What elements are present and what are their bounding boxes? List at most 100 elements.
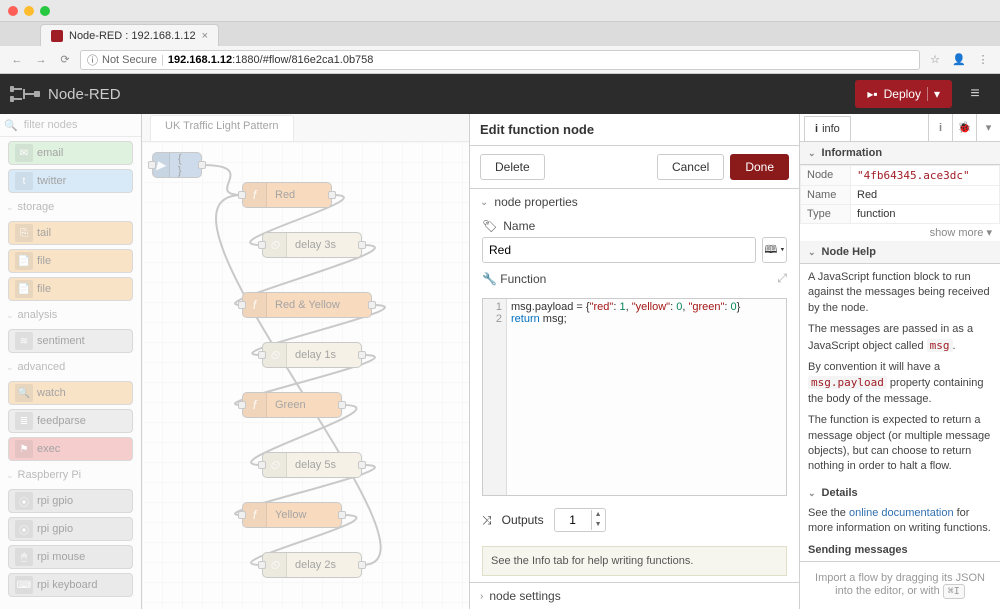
palette-node[interactable]: ✉email [8,141,133,165]
show-more-link[interactable]: show more ▾ [800,224,1000,241]
palette-node[interactable]: 🖱rpi mouse [8,545,133,569]
palette-node[interactable]: 🔍watch [8,381,133,405]
inject-node[interactable]: ▶{ } [152,152,202,178]
output-port[interactable] [358,241,366,249]
palette-category[interactable]: ⌄ Raspberry Pi [0,465,141,485]
edit-tray-title: Edit function node [470,114,799,146]
flow-node[interactable]: fRed [242,182,332,208]
chevron-down-icon: ⌄ [480,197,488,208]
output-port[interactable] [368,301,376,309]
palette-node[interactable]: ≋sentiment [8,329,133,353]
flow-node[interactable]: ⏲delay 5s [262,452,362,478]
flow-node[interactable]: fGreen [242,392,342,418]
info-icon[interactable]: ⓘ [87,52,98,68]
forward-button[interactable]: → [32,54,50,66]
window-min-dot[interactable] [24,6,34,16]
input-port[interactable] [258,461,266,469]
flow-node[interactable]: fYellow [242,502,342,528]
input-port[interactable] [258,351,266,359]
input-port[interactable] [258,241,266,249]
info-i-button[interactable]: i [928,114,952,141]
palette-node[interactable]: ⌨rpi keyboard [8,573,133,597]
input-port[interactable] [238,191,246,199]
info-tab[interactable]: i info [804,116,851,141]
palette-node[interactable]: 📄file [8,277,133,301]
palette-category[interactable]: ⌄ storage [0,197,141,217]
input-port[interactable] [148,161,156,169]
palette-filter[interactable]: 🔍 [0,114,141,137]
input-port[interactable] [238,511,246,519]
palette-node[interactable]: ⚑exec [8,437,133,461]
node-help-section-header[interactable]: ⌄Node Help [800,241,1000,264]
done-button[interactable]: Done [730,154,789,180]
flow-node[interactable]: ⏲delay 2s [262,552,362,578]
expand-icon[interactable]: ⤢ [777,271,787,286]
deploy-button[interactable]: ▸▪ Deploy ▾ [855,80,952,108]
bookmark-button[interactable]: 🕮 ▾ [762,237,787,263]
input-port[interactable] [258,561,266,569]
info-type-value: function [851,205,1000,224]
url-bar[interactable]: ⓘ Not Secure | 192.168.1.12:1880/#flow/8… [80,50,920,70]
flow-tab[interactable]: UK Traffic Light Pattern [150,115,294,141]
node-type-icon: ⏲ [263,233,287,257]
details-header[interactable]: ⌄Details [808,481,992,506]
outputs-label: Outputs [502,513,544,527]
window-max-dot[interactable] [40,6,50,16]
node-properties-header[interactable]: ⌄ node properties [470,189,799,215]
spinner-down[interactable]: ▼ [592,520,605,530]
node-settings-header[interactable]: › node settings [470,582,799,609]
function-editor[interactable]: 12 msg.payload = {"red": 1, "yellow": 0,… [482,298,787,496]
output-port[interactable] [358,351,366,359]
palette-node[interactable]: ttwitter [8,169,133,193]
node-icon: 📄 [15,252,33,270]
function-label: 🔧 Function ⤢ [482,271,787,286]
overflow-icon[interactable]: ⋮ [974,53,992,66]
spinner-up[interactable]: ▲ [592,510,605,520]
node-help-body: A JavaScript function block to run again… [800,264,1000,561]
window-close-dot[interactable] [8,6,18,16]
flow-node[interactable]: ⏲delay 3s [262,232,362,258]
info-name-key: Name [801,186,851,205]
debug-button[interactable]: 🐞 [952,114,976,141]
node-label: rpi gpio [37,495,73,507]
cancel-button[interactable]: Cancel [657,154,724,180]
code-area[interactable]: msg.payload = {"red": 1, "yellow": 0, "g… [507,299,786,495]
deploy-caret-icon[interactable]: ▾ [927,87,940,101]
information-section-header[interactable]: ⌄Information [800,142,1000,165]
input-port[interactable] [238,401,246,409]
output-port[interactable] [358,461,366,469]
input-port[interactable] [238,301,246,309]
tab-close-icon[interactable]: × [202,30,208,42]
output-port[interactable] [328,191,336,199]
flow-node[interactable]: fRed & Yellow [242,292,372,318]
outputs-value[interactable] [555,512,591,528]
browser-tab[interactable]: Node-RED : 192.168.1.12 × [40,24,219,46]
flow-node[interactable]: ⏲delay 1s [262,342,362,368]
node-label: rpi mouse [37,551,85,563]
outputs-spinner[interactable]: ▲▼ [554,508,606,532]
palette-node[interactable]: ⎘tail [8,221,133,245]
palette-node[interactable]: 📄file [8,249,133,273]
online-docs-link[interactable]: online documentation [849,507,954,519]
palette-category[interactable]: ⌄ advanced [0,357,141,377]
sidebar-caret[interactable]: ▾ [976,114,1000,141]
palette-node[interactable]: ⦿rpi gpio [8,517,133,541]
flow-canvas[interactable]: ▶{ } fRed ⏲delay 3s fRed & Yellow ⏲delay 1s f… [142,142,469,609]
palette-node[interactable]: ⦿rpi gpio [8,489,133,513]
node-icon: ✉ [15,144,33,162]
palette-category[interactable]: ⌄ analysis [0,305,141,325]
name-input[interactable] [482,237,756,263]
output-port[interactable] [358,561,366,569]
menu-button[interactable]: ≡ [960,80,990,108]
palette-node[interactable]: ≣feedparse [8,409,133,433]
star-button[interactable]: ☆ [926,53,944,66]
node-icon: 🔍 [15,384,33,402]
output-port[interactable] [338,401,346,409]
output-port[interactable] [198,161,206,169]
back-button[interactable]: ← [8,54,26,66]
filter-input[interactable] [22,118,142,132]
reload-button[interactable]: ⟳ [56,53,74,66]
delete-button[interactable]: Delete [480,154,545,180]
output-port[interactable] [338,511,346,519]
user-icon[interactable]: 👤 [950,53,968,66]
